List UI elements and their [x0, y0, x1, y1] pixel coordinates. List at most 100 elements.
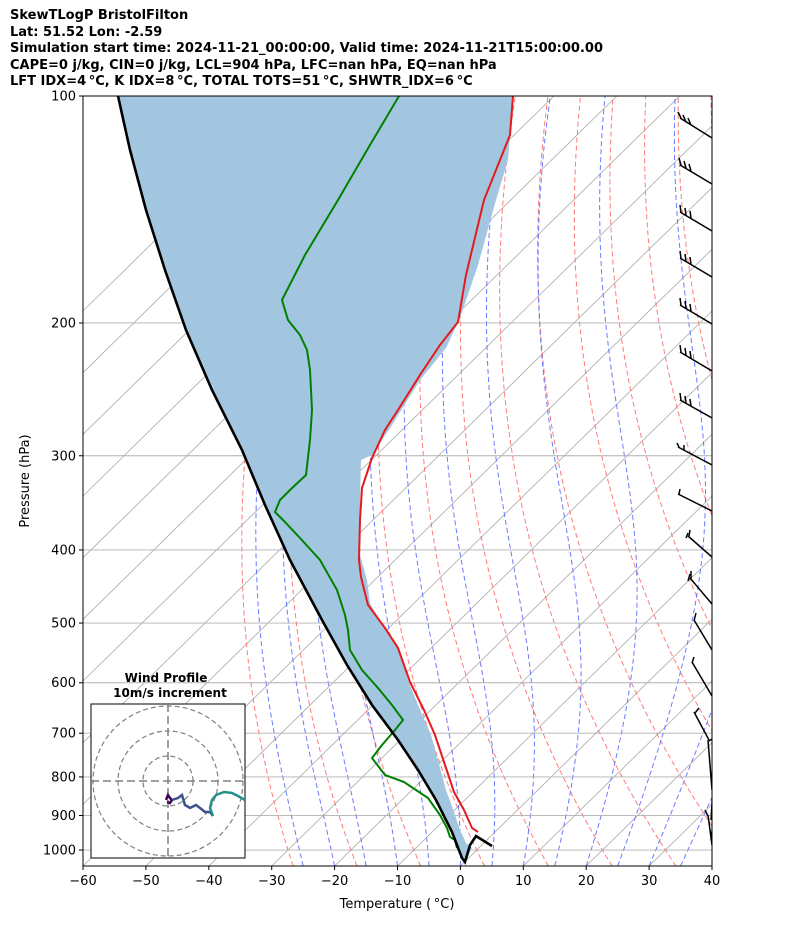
- wind-barb-flag: [687, 573, 691, 582]
- wind-barb-flag: [685, 532, 689, 539]
- wind-profile-title: Wind Profile: [125, 671, 208, 685]
- wind-barb-flag: [689, 210, 692, 219]
- dry-adiabat-line: [743, 96, 794, 866]
- isotherm-line: [775, 96, 794, 866]
- wind-barb: [691, 661, 712, 697]
- wind-barb-flag: [679, 250, 682, 259]
- isotherm-line: [648, 803, 712, 866]
- wind-barb-flag: [684, 300, 687, 309]
- moist-adiabat-line: [648, 708, 712, 866]
- plot-area: [83, 96, 794, 866]
- wind-barb-flag: [678, 488, 681, 495]
- dry-adiabat-line: [459, 96, 613, 866]
- wind-barbs: [676, 111, 729, 846]
- moist-adiabat-line: [711, 864, 712, 866]
- wind-barb: [679, 351, 712, 372]
- wind-barb: [707, 814, 712, 846]
- y-tick-label: 100: [51, 90, 76, 105]
- y-axis-label: Pressure (hPa): [18, 434, 33, 527]
- x-tick-label: −60: [69, 874, 96, 889]
- temperature-line: [357, 96, 514, 833]
- wind-barb-flag: [679, 392, 682, 401]
- isotherm-line: [711, 865, 712, 866]
- y-tick-label: 600: [51, 676, 76, 691]
- wind-barb-flag: [677, 111, 682, 119]
- hodograph-trace-mid: [171, 792, 214, 817]
- x-axis-ticks: −60 −50 −40 −30 −20 −10 0 10 20 30 40: [69, 866, 720, 889]
- dry-adiabat-line: [499, 96, 677, 866]
- wind-barb: [677, 493, 712, 512]
- wind-profile-inset: Wind Profile 10m/s increment: [90, 671, 246, 859]
- wind-barb-flag: [689, 303, 692, 312]
- wind-barb-flag: [684, 347, 687, 356]
- isotherm-line: [460, 618, 712, 866]
- x-tick-label: −20: [321, 874, 348, 889]
- isotherm-line: [397, 557, 712, 866]
- dry-adiabat-line: [333, 96, 422, 866]
- simulation-line: Simulation start time: 2024-11-21_00:00:…: [10, 41, 603, 56]
- hodograph-trace-high: [208, 790, 245, 817]
- chart-title: SkewTLogP BristolFilton: [10, 8, 189, 23]
- wind-barb: [707, 739, 712, 791]
- wind-barb-flag: [684, 395, 687, 404]
- wind-profile-subtitle: 10m/s increment: [113, 686, 227, 700]
- wind-barb-flag: [684, 253, 687, 262]
- isotherm-line: [334, 495, 712, 866]
- x-tick-label: 30: [641, 874, 658, 889]
- dry-adiabat-line: [537, 96, 712, 828]
- y-axis-ticks: 1000 900 800 700 600 500 400 300 200 100: [43, 90, 83, 859]
- wind-barb: [679, 164, 712, 185]
- dry-adiabat-line: [609, 96, 712, 631]
- wind-barb-flag: [679, 344, 682, 353]
- cape-cin-shading: [118, 96, 513, 862]
- x-tick-label: 10: [515, 874, 532, 889]
- wind-barb-flag: [716, 790, 722, 796]
- y-tick-label: 300: [51, 449, 76, 464]
- moist-adiabat-line: [617, 96, 706, 866]
- moist-adiabat-line: [486, 96, 535, 866]
- wind-barb-flag: [688, 529, 691, 537]
- dry-adiabat-line: [573, 96, 712, 732]
- isotherm-line: [145, 310, 712, 866]
- wind-barb-flag: [689, 350, 692, 359]
- dry-adiabat-line: [419, 96, 549, 866]
- x-tick-label: −10: [384, 874, 411, 889]
- wind-barb: [693, 711, 710, 741]
- wind-barb: [687, 535, 712, 558]
- y-tick-label: 800: [51, 770, 76, 785]
- wind-barb: [693, 619, 712, 651]
- wind-barb-flag: [714, 766, 729, 770]
- wind-barb-flag: [683, 160, 687, 169]
- location-line: Lat: 51.52 Lon: -2.59: [10, 24, 163, 40]
- dry-adiabat-line: [710, 96, 712, 143]
- wind-barb-flag: [687, 117, 692, 126]
- wind-barb-flag: [693, 612, 697, 622]
- dry-adiabat-line: [643, 96, 712, 518]
- dry-adiabats: [241, 96, 794, 866]
- wind-barb-flag: [679, 297, 682, 306]
- x-tick-label: 40: [704, 874, 721, 889]
- isotherm-line: [523, 680, 712, 866]
- wind-barb-flag: [691, 656, 695, 664]
- x-tick-label: −40: [195, 874, 222, 889]
- wind-barb-flag: [689, 398, 692, 407]
- wind-barb: [679, 304, 712, 325]
- wind-barb-flag: [676, 442, 680, 448]
- dry-adiabat-line: [677, 96, 712, 382]
- y-tick-label: 900: [51, 809, 76, 824]
- wind-barb-flag: [684, 207, 687, 216]
- isotherm-line: [208, 372, 712, 866]
- x-axis-label: Temperature ( °C): [339, 897, 455, 912]
- y-tick-label: 1000: [43, 844, 76, 859]
- wind-barb: [679, 211, 712, 232]
- y-tick-label: 700: [51, 727, 76, 742]
- wind-barb: [679, 257, 712, 278]
- wind-barb-flag: [679, 204, 682, 213]
- y-tick-label: 200: [51, 316, 76, 331]
- hodograph-trace-low: [164, 792, 174, 805]
- wind-barb-flag: [689, 256, 692, 265]
- wind-barb: [689, 577, 712, 605]
- y-tick-label: 500: [51, 617, 76, 632]
- parcel-profile-line: [116, 96, 493, 865]
